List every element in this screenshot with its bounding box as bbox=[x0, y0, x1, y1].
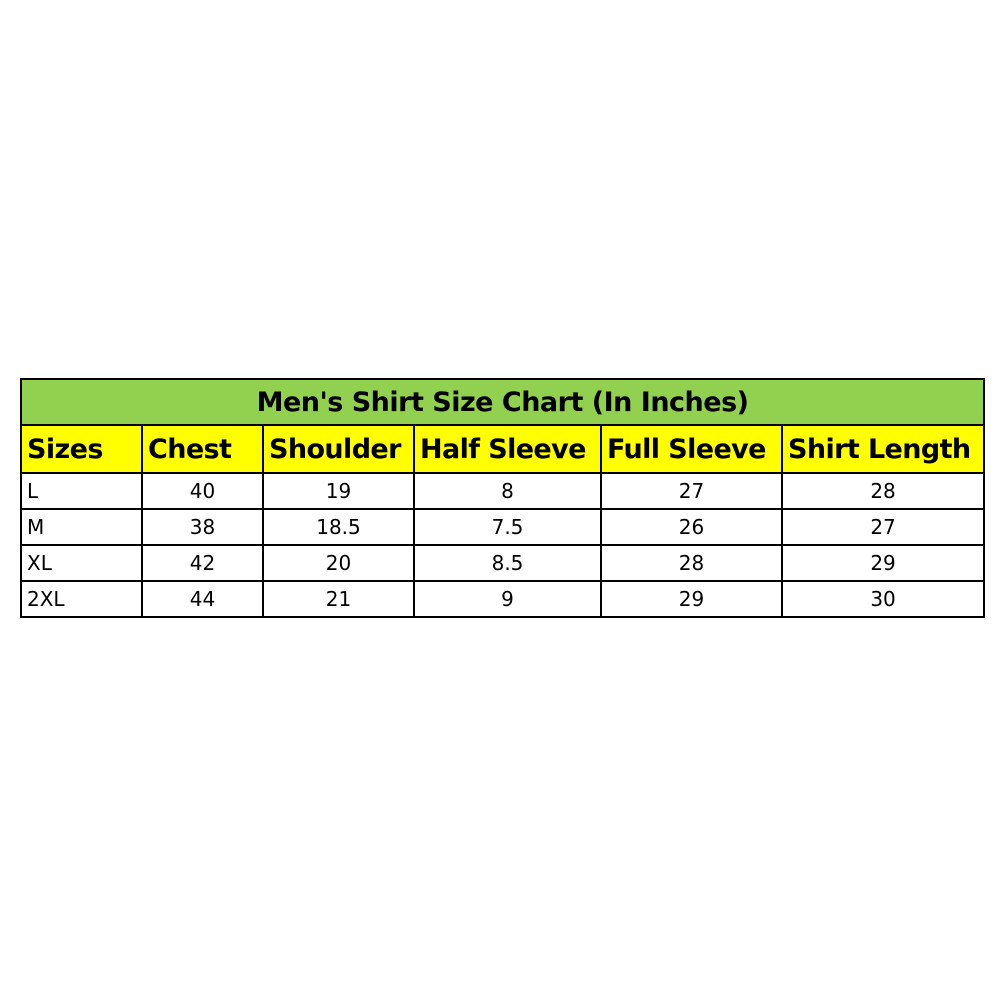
table-row: L 40 19 8 27 28 bbox=[20, 472, 986, 510]
cell-full-sleeve: 26 bbox=[600, 508, 783, 546]
title-row: Men's Shirt Size Chart (In Inches) bbox=[19, 378, 986, 426]
cell-size: L bbox=[20, 472, 143, 510]
header-full-sleeve: Full Sleeve bbox=[600, 424, 783, 474]
cell-shirt-length: 29 bbox=[780, 544, 986, 582]
cell-half-sleeve: 7.5 bbox=[413, 508, 602, 546]
cell-half-sleeve: 8 bbox=[413, 472, 602, 510]
cell-full-sleeve: 29 bbox=[600, 580, 783, 618]
header-shoulder: Shoulder bbox=[262, 424, 415, 474]
cell-chest: 42 bbox=[141, 544, 264, 582]
table-row: 2XL 44 21 9 29 30 bbox=[20, 580, 986, 618]
header-shirt-length: Shirt Length bbox=[780, 424, 986, 474]
cell-shirt-length: 28 bbox=[780, 472, 986, 510]
cell-full-sleeve: 27 bbox=[600, 472, 783, 510]
cell-shoulder: 20 bbox=[262, 544, 415, 582]
cell-chest: 44 bbox=[141, 580, 264, 618]
cell-half-sleeve: 8.5 bbox=[413, 544, 602, 582]
header-chest: Chest bbox=[141, 424, 264, 474]
header-row: Sizes Chest Shoulder Half Sleeve Full Sl… bbox=[20, 424, 986, 474]
table-row: M 38 18.5 7.5 26 27 bbox=[20, 508, 986, 546]
cell-size: 2XL bbox=[20, 580, 143, 618]
cell-shirt-length: 30 bbox=[780, 580, 986, 618]
cell-shoulder: 19 bbox=[262, 472, 415, 510]
cell-half-sleeve: 9 bbox=[413, 580, 602, 618]
header-sizes: Sizes bbox=[20, 424, 143, 474]
cell-size: XL bbox=[20, 544, 143, 582]
cell-shoulder: 18.5 bbox=[262, 508, 415, 546]
cell-shirt-length: 27 bbox=[780, 508, 986, 546]
cell-full-sleeve: 28 bbox=[600, 544, 783, 582]
header-half-sleeve: Half Sleeve bbox=[413, 424, 602, 474]
cell-shoulder: 21 bbox=[262, 580, 415, 618]
cell-chest: 38 bbox=[141, 508, 264, 546]
table-title: Men's Shirt Size Chart (In Inches) bbox=[19, 378, 986, 426]
table-row: XL 42 20 8.5 28 29 bbox=[20, 544, 986, 582]
cell-size: M bbox=[20, 508, 143, 546]
size-chart-table: Men's Shirt Size Chart (In Inches) Sizes… bbox=[19, 378, 986, 618]
cell-chest: 40 bbox=[141, 472, 264, 510]
